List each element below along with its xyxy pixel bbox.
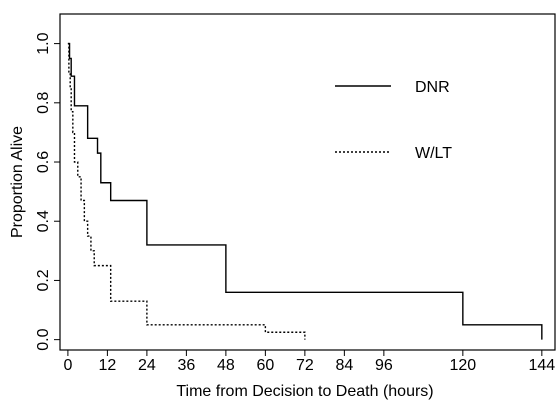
x-tick-label: 72 [296, 357, 314, 374]
x-tick-label: 0 [63, 357, 72, 374]
survival-curve [67, 42, 543, 340]
legend-label: DNR [415, 79, 450, 96]
x-tick-label: 12 [98, 357, 116, 374]
y-tick-label: 0.8 [35, 92, 52, 114]
x-tick-label: 84 [335, 357, 353, 374]
y-tick-label: 1.0 [35, 32, 52, 54]
x-tick-label: 120 [449, 357, 476, 374]
x-tick-label: 96 [375, 357, 393, 374]
x-axis-label: Time from Decision to Death (hours) [176, 383, 433, 400]
survival-curve [67, 42, 306, 340]
x-tick-label: 36 [177, 357, 195, 374]
x-tick-label: 24 [138, 357, 156, 374]
y-tick-label: 0.6 [35, 151, 52, 173]
x-tick-label: 60 [256, 357, 274, 374]
y-tick-label: 0.4 [35, 210, 52, 232]
plot-frame [59, 13, 556, 351]
x-tick-label: 144 [528, 357, 555, 374]
x-tick-label: 48 [217, 357, 235, 374]
y-tick-label: 0.2 [35, 269, 52, 291]
legend-label: W/LT [415, 145, 452, 162]
y-tick-label: 0.0 [35, 328, 52, 350]
y-axis-label: Proportion Alive [9, 126, 26, 238]
